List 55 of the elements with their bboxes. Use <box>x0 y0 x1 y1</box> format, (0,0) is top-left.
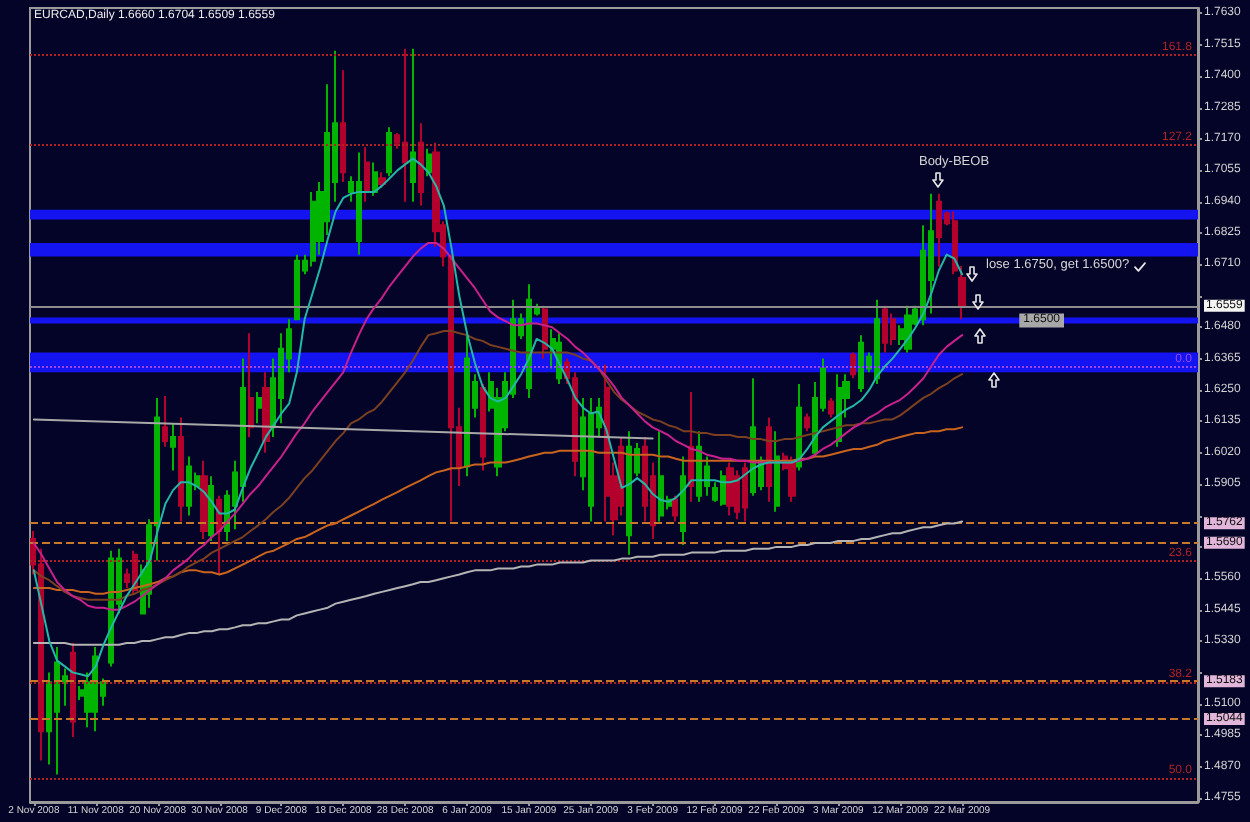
candlestick <box>256 390 262 425</box>
candlestick <box>696 430 702 503</box>
candlestick <box>200 459 208 540</box>
candlestick <box>672 494 678 523</box>
candlestick <box>588 396 594 523</box>
candlestick <box>750 377 756 497</box>
candlestick <box>310 190 316 268</box>
candlestick <box>378 171 386 190</box>
candlestick <box>626 430 632 556</box>
candlestick <box>216 494 222 576</box>
candlestick <box>720 469 726 507</box>
candlestick <box>170 422 176 472</box>
candlestick <box>804 412 810 433</box>
candlestick <box>402 47 408 203</box>
line-series <box>32 520 964 646</box>
candlestick <box>70 641 76 739</box>
candlestick <box>54 646 60 776</box>
candlestick <box>208 475 214 542</box>
candlestick <box>542 304 548 360</box>
candlestick <box>480 382 486 472</box>
candlestick <box>742 461 748 523</box>
line-series <box>32 330 964 601</box>
candlestick <box>836 373 842 448</box>
candlestick <box>372 161 378 197</box>
candlestick <box>262 371 270 454</box>
candlestick <box>426 147 432 178</box>
candlestick <box>874 298 880 385</box>
candlestick <box>680 455 686 546</box>
candlestick <box>890 312 896 346</box>
candlestick <box>658 430 664 523</box>
line-series <box>32 241 964 611</box>
candlestick <box>410 47 416 203</box>
candlestick <box>248 332 254 438</box>
line-series <box>32 426 964 595</box>
candlestick <box>726 461 734 517</box>
candlestick <box>774 430 780 513</box>
candlestick <box>340 69 346 184</box>
candlestick <box>464 332 470 478</box>
candlestick <box>734 469 740 521</box>
candlestick <box>882 304 888 354</box>
candlestick <box>850 351 856 380</box>
candlestick <box>162 395 168 448</box>
candlestick <box>186 455 192 517</box>
candlestick <box>418 122 424 207</box>
candlestick <box>858 334 864 393</box>
candlestick <box>178 416 184 523</box>
candlestick <box>294 253 300 321</box>
candlestick <box>766 416 772 503</box>
candlestick <box>386 126 392 178</box>
candlestick <box>364 145 370 203</box>
candlestick <box>904 304 912 354</box>
candlestick <box>356 151 362 256</box>
candlestick <box>828 396 834 419</box>
candlestick <box>936 192 942 268</box>
candlestick <box>788 455 796 503</box>
